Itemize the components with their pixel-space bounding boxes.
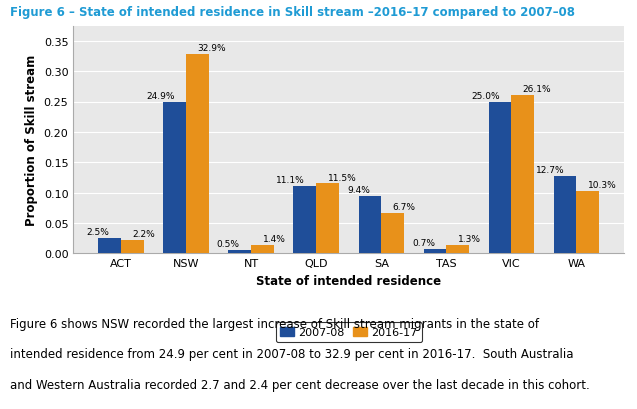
Legend: 2007-08, 2016-17: 2007-08, 2016-17 [276,323,422,342]
Text: 0.5%: 0.5% [217,240,240,249]
Bar [382,213,404,254]
Text: 10.3%: 10.3% [588,180,617,189]
Bar [98,238,121,254]
Bar [163,103,186,254]
Bar [186,54,209,254]
Text: 25.0%: 25.0% [471,92,500,101]
Text: Figure 6 shows NSW recorded the largest increase of Skill stream migrants in the: Figure 6 shows NSW recorded the largest … [10,317,538,330]
Text: 11.5%: 11.5% [327,173,356,182]
Text: intended residence from 24.9 per cent in 2007-08 to 32.9 per cent in 2016-17.  S: intended residence from 24.9 per cent in… [10,348,573,361]
Bar [316,184,339,254]
Bar [251,245,274,254]
Bar [512,96,534,254]
Bar [554,177,576,254]
Y-axis label: Proportion of Skill stream: Proportion of Skill stream [25,55,38,225]
Text: 11.1%: 11.1% [276,175,305,184]
Text: 9.4%: 9.4% [347,186,370,195]
Text: 1.3%: 1.3% [458,235,481,244]
Text: 26.1%: 26.1% [523,85,552,94]
Text: 24.9%: 24.9% [147,92,175,101]
Text: 2.5%: 2.5% [87,228,110,237]
Bar [294,187,316,254]
Bar [359,197,382,254]
Text: and Western Australia recorded 2.7 and 2.4 per cent decrease over the last decad: and Western Australia recorded 2.7 and 2… [10,378,589,391]
Text: 0.7%: 0.7% [412,238,435,247]
Text: 12.7%: 12.7% [536,166,565,175]
Bar [424,249,447,254]
Bar [229,251,251,254]
Bar [489,102,512,254]
Text: Figure 6 – State of intended residence in Skill stream –2016–17 compared to 2007: Figure 6 – State of intended residence i… [10,6,575,19]
X-axis label: State of intended residence: State of intended residence [256,274,441,287]
Bar [121,240,144,254]
Bar [576,191,599,254]
Text: 32.9%: 32.9% [197,44,226,53]
Text: 1.4%: 1.4% [262,234,285,243]
Text: 2.2%: 2.2% [132,229,155,238]
Text: 6.7%: 6.7% [392,202,416,211]
Bar [447,246,469,254]
